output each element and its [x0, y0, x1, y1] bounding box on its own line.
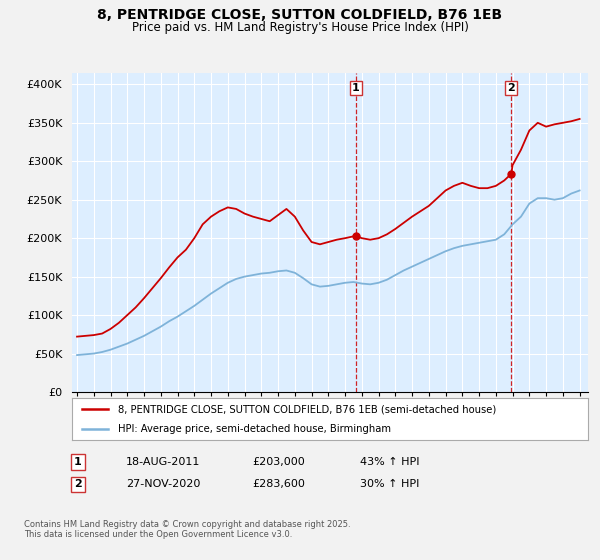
Text: Price paid vs. HM Land Registry's House Price Index (HPI): Price paid vs. HM Land Registry's House …: [131, 21, 469, 34]
Text: 2: 2: [508, 83, 515, 93]
Text: 18-AUG-2011: 18-AUG-2011: [126, 457, 200, 467]
Text: 8, PENTRIDGE CLOSE, SUTTON COLDFIELD, B76 1EB (semi-detached house): 8, PENTRIDGE CLOSE, SUTTON COLDFIELD, B7…: [118, 404, 497, 414]
Text: 27-NOV-2020: 27-NOV-2020: [126, 479, 200, 489]
Text: 1: 1: [74, 457, 82, 467]
Text: 1: 1: [352, 83, 359, 93]
Text: £203,000: £203,000: [252, 457, 305, 467]
Text: 8, PENTRIDGE CLOSE, SUTTON COLDFIELD, B76 1EB: 8, PENTRIDGE CLOSE, SUTTON COLDFIELD, B7…: [97, 8, 503, 22]
Text: 43% ↑ HPI: 43% ↑ HPI: [360, 457, 419, 467]
Text: £283,600: £283,600: [252, 479, 305, 489]
Text: 30% ↑ HPI: 30% ↑ HPI: [360, 479, 419, 489]
Text: Contains HM Land Registry data © Crown copyright and database right 2025.
This d: Contains HM Land Registry data © Crown c…: [24, 520, 350, 539]
Text: 2: 2: [74, 479, 82, 489]
Text: HPI: Average price, semi-detached house, Birmingham: HPI: Average price, semi-detached house,…: [118, 424, 391, 434]
